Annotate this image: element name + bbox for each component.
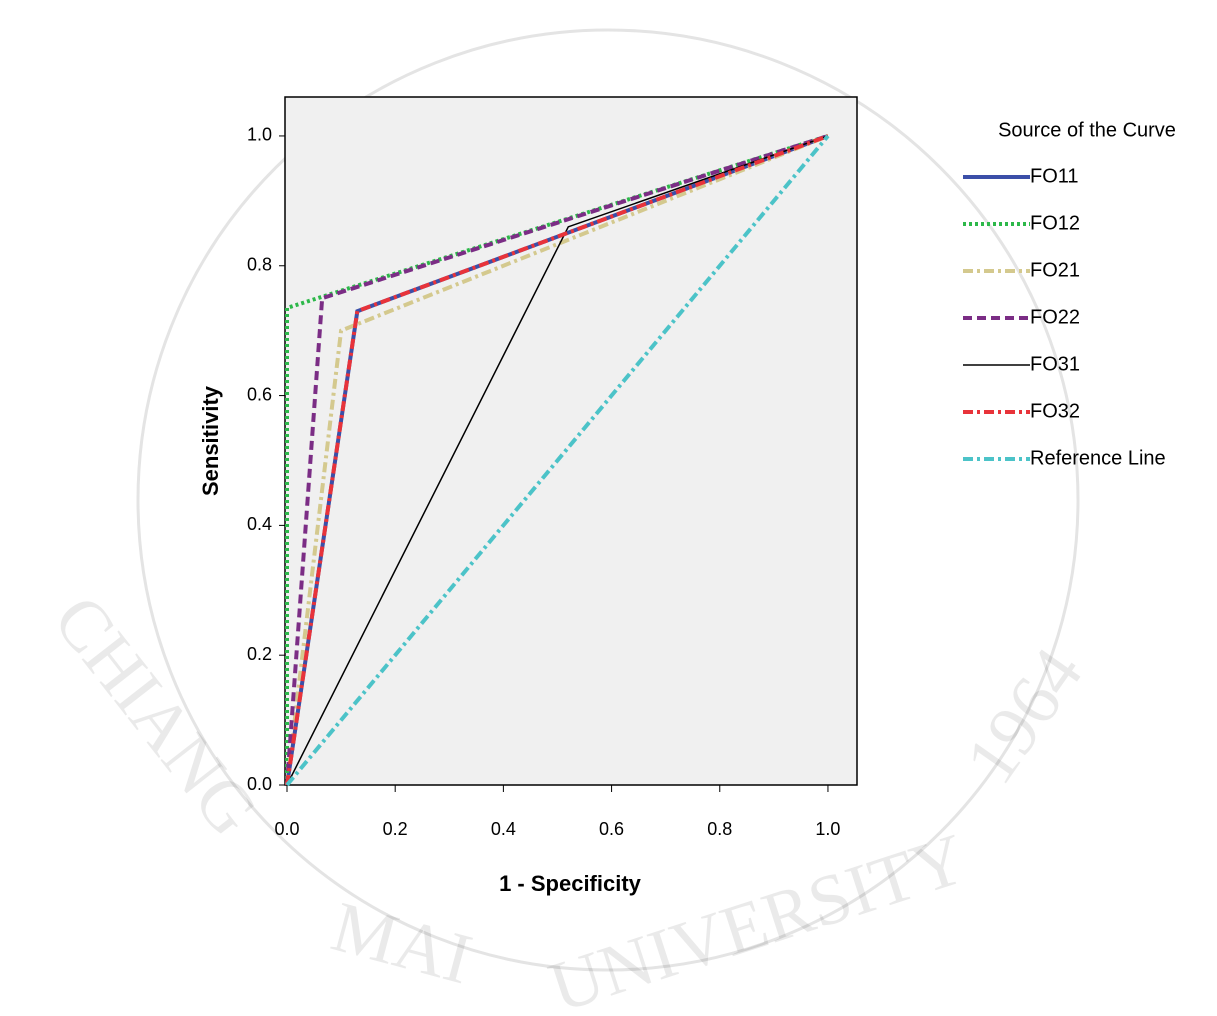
watermark-text: 1964 (950, 634, 1098, 798)
legend-label: FO22 (1030, 306, 1080, 328)
legend-title: Source of the Curve (998, 119, 1176, 141)
y-tick-label: 0.2 (247, 644, 272, 664)
x-tick-label: 0.4 (491, 819, 516, 839)
legend-label: FO12 (1030, 212, 1080, 234)
y-axis-label: Sensitivity (198, 385, 223, 496)
legend-label: FO21 (1030, 259, 1080, 281)
watermark-text: UNIVERSITY (540, 818, 976, 1011)
y-tick-label: 0.6 (247, 384, 272, 404)
watermark-text: MAI (324, 886, 480, 1000)
y-tick-label: 0.4 (247, 514, 272, 534)
y-tick-label: 1.0 (247, 125, 272, 145)
legend-label: Reference Line (1030, 447, 1166, 469)
legend-label: FO11 (1030, 165, 1079, 187)
x-axis-label: 1 - Specificity (499, 871, 642, 896)
x-tick-label: 1.0 (815, 819, 840, 839)
legend-label: FO32 (1030, 400, 1080, 422)
watermark-text: CHIANG (38, 580, 273, 850)
legend-label: FO31 (1030, 353, 1080, 375)
chart: 1 - Specificity Sensitivity Source of th… (0, 0, 1217, 1011)
y-tick-label: 0.8 (247, 255, 272, 275)
x-tick-label: 0.2 (383, 819, 408, 839)
x-tick-label: 0.6 (599, 819, 624, 839)
x-tick-label: 0.8 (707, 819, 732, 839)
x-tick-label: 0.0 (274, 819, 299, 839)
